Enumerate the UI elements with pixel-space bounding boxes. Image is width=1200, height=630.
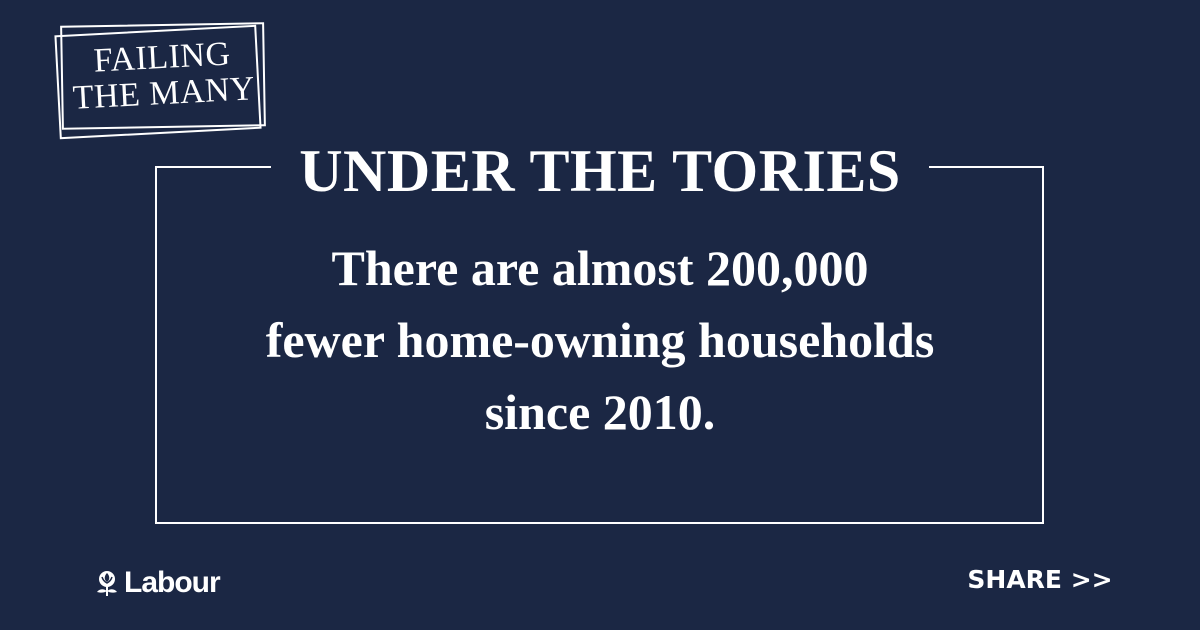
headline-bar: UNDER THE TORIES bbox=[150, 140, 1050, 202]
rose-icon bbox=[97, 571, 117, 596]
share-button[interactable]: SHARE >> bbox=[967, 564, 1113, 594]
statement-line-3: since 2010. bbox=[484, 384, 716, 440]
stamp-text: FAILING THE MANY bbox=[61, 35, 264, 117]
labour-logo: Labour bbox=[92, 556, 242, 610]
labour-wordmark: Labour bbox=[124, 566, 221, 599]
failing-the-many-logo: FAILING THE MANY bbox=[54, 22, 267, 140]
statement-text: There are almost 200,000 fewer home-owni… bbox=[175, 232, 1025, 448]
headline: UNDER THE TORIES bbox=[271, 140, 929, 202]
statement-line-2: fewer home-owning households bbox=[265, 312, 935, 368]
statement-line-1: There are almost 200,000 bbox=[331, 240, 869, 296]
